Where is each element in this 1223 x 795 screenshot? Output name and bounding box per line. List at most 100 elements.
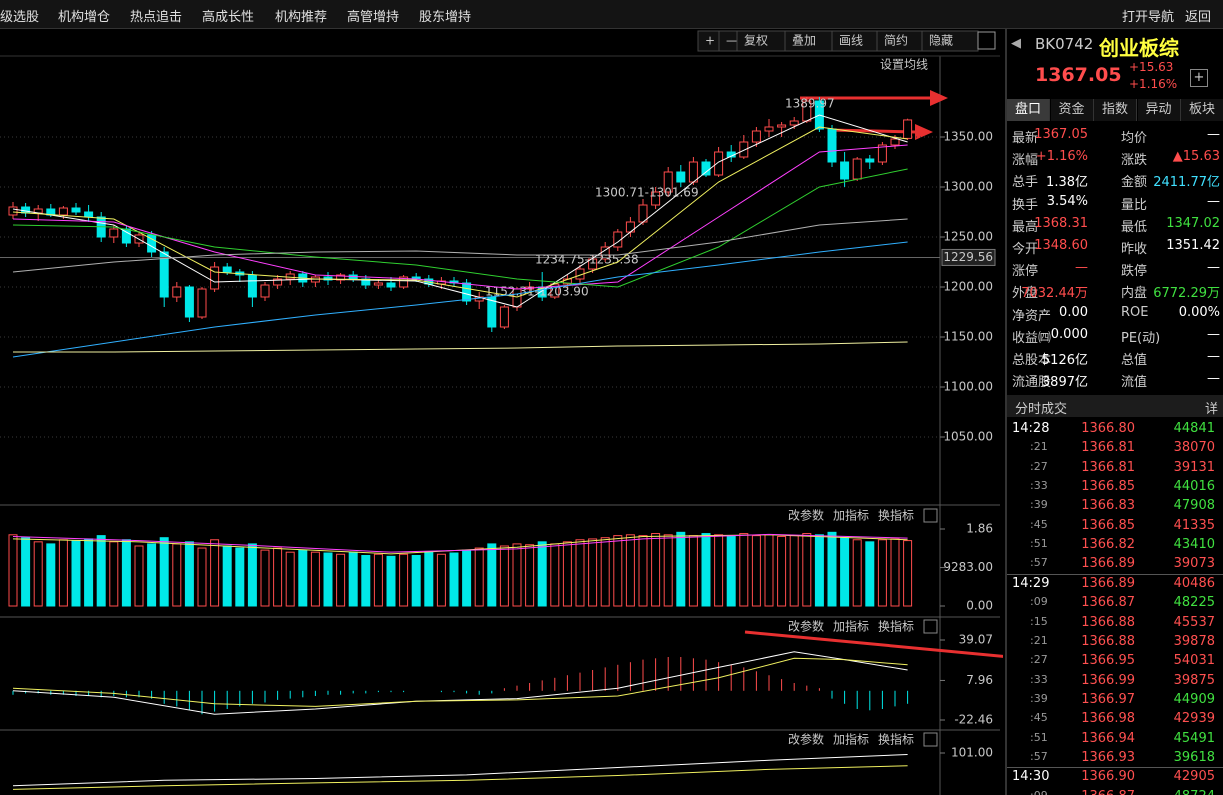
line [12,241,908,358]
menu-item[interactable]: 热点追击 [130,10,183,25]
panel-button[interactable]: 改参数 [788,619,824,634]
tab[interactable]: 指数 [1094,99,1137,121]
volume-bar [840,537,850,607]
panel-button[interactable]: 改参数 [788,732,824,747]
time: :27 [1030,459,1048,473]
candle-body [625,221,635,233]
volume-bar [903,540,913,607]
y-tick-label: -22.46 [954,713,993,727]
volume-bar [222,545,232,607]
panel-button[interactable]: 加指标 [833,508,869,523]
arrow[interactable]: ◀ [1011,36,1021,51]
panel-button[interactable]: 加指标 [833,732,869,747]
tab[interactable]: 盘口 [1007,99,1050,121]
tool-label[interactable]: — [726,34,738,48]
add-button[interactable]: + [1190,69,1208,87]
tool-label[interactable]: 叠加 [792,34,816,48]
volume-bar [714,534,724,607]
label: 净资产 [1012,308,1052,324]
tool-label[interactable]: 画线 [839,34,863,48]
menu-item[interactable]: 级选股 [0,10,40,25]
divider [1007,573,1223,575]
volume-bar [373,553,383,607]
tool-label[interactable]: + [705,34,715,48]
label: ROE [1121,304,1149,320]
tool-label[interactable]: 简约 [884,33,908,48]
value: ▲15.63 [1172,149,1220,165]
tab[interactable]: 板块 [1181,99,1223,121]
line [12,218,908,273]
ma-setting[interactable]: 设置均线 [880,58,928,72]
line [12,753,908,787]
close-button[interactable] [923,508,938,523]
time: :39 [1030,691,1048,705]
volume-bar [638,535,648,607]
candle-body [777,124,787,128]
candle-body [58,207,68,216]
menu-item[interactable]: 股东增持 [419,10,472,25]
value: 3.54% [1046,193,1088,209]
time: :39 [1030,498,1048,512]
close-button[interactable] [923,619,938,634]
value: 2411.77亿 [1153,175,1220,191]
volume-bar [814,534,824,607]
candle-body [827,128,837,163]
price: 1366.87 [1081,595,1135,611]
candle-body [651,191,661,206]
line [12,533,908,553]
candle-body [21,206,31,214]
time: :33 [1030,672,1048,686]
candle-body [789,120,799,126]
volume-bar [33,541,43,607]
candle-body [903,119,913,139]
label: 换手 [1012,197,1039,213]
candle-body [247,274,257,298]
price: 1366.98 [1081,711,1135,727]
volume-bar [8,534,18,607]
volume-bar [512,543,522,607]
volume-bar [285,551,295,607]
candle-body [260,284,270,298]
label: 总值 [1121,353,1148,368]
volume-bar [21,537,31,607]
menu-item[interactable]: 打开导航 [1122,10,1175,25]
value: 0.00 [1059,304,1088,320]
detail[interactable]: 详 [1205,402,1219,417]
panel-button[interactable]: 换指标 [878,732,914,747]
tab[interactable]: 异动 [1137,99,1181,121]
value: 3897亿 [1041,375,1088,391]
menu-item[interactable]: 高管增持 [347,10,400,25]
value: 1348.60 [1034,238,1088,253]
fullscreen[interactable] [977,31,996,50]
volume-bar [890,538,900,607]
tool-label[interactable]: 隐藏 [929,34,953,48]
panel-button[interactable]: 换指标 [878,508,914,523]
section-title: 分时成交 [1015,402,1068,417]
volume: 39073 [1173,556,1215,572]
value: 0.00% [1178,304,1220,320]
candle-body [877,144,887,163]
menu-item[interactable]: 返回 [1185,10,1212,25]
volume-bar [802,533,812,607]
line [13,341,908,353]
tool-label[interactable]: 复权 [744,34,768,48]
marker-label: 1229.56 [943,250,993,264]
menu-item[interactable]: 机构推荐 [275,10,328,25]
panel-button[interactable]: 换指标 [878,619,914,634]
panel-button[interactable]: 加指标 [833,619,869,634]
close-button[interactable] [923,732,938,747]
candle-body [852,158,862,180]
panel-button[interactable]: 改参数 [788,508,824,523]
volume-bar [688,535,698,607]
chart-bg [0,29,1003,795]
value: — [1207,193,1220,209]
tab[interactable]: 资金 [1050,99,1094,121]
candle-body [273,278,283,286]
menu-bar: 级选股 机构增仓 热点追击 高成长性 机构推荐 高管增持 股东增持 打开导航 返回 [0,0,1223,29]
volume-bar [336,553,346,607]
volume-bar [46,543,56,607]
volume-bar [121,539,131,607]
menu-item[interactable]: 高成长性 [202,10,255,25]
annotation: 1300.71-1301.69 [595,186,699,200]
menu-item[interactable]: 机构增仓 [58,10,111,25]
